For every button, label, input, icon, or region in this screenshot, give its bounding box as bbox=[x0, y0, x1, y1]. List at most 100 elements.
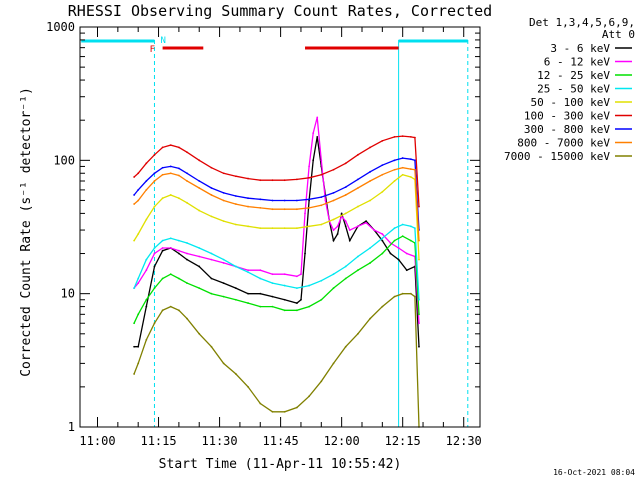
series-point bbox=[312, 132, 315, 135]
series-point bbox=[409, 176, 412, 178]
series-point bbox=[153, 287, 156, 290]
series-point bbox=[153, 172, 156, 175]
series-point bbox=[271, 295, 274, 298]
detectors-label: Det 1,3,4,5,6,9, bbox=[529, 16, 635, 29]
timestamp: 16-Oct-2021 08:04 bbox=[553, 468, 635, 477]
series-point bbox=[177, 146, 180, 149]
series-point bbox=[161, 197, 164, 200]
series-point bbox=[222, 362, 225, 365]
series-point bbox=[186, 151, 188, 154]
series-point bbox=[316, 116, 319, 119]
series-point bbox=[133, 345, 136, 348]
series-point bbox=[418, 298, 420, 301]
series-point bbox=[357, 153, 359, 156]
series-point bbox=[389, 252, 392, 255]
series-point bbox=[312, 159, 315, 162]
series-point bbox=[259, 269, 262, 272]
series-point bbox=[210, 215, 213, 218]
series-point bbox=[320, 159, 323, 162]
series-point bbox=[357, 255, 359, 258]
series-point bbox=[393, 295, 396, 298]
series-point bbox=[222, 199, 225, 202]
series-point bbox=[320, 196, 323, 198]
flare-flag-label: F bbox=[150, 45, 155, 55]
series-point bbox=[320, 380, 323, 383]
series-point bbox=[177, 174, 180, 177]
series-point bbox=[283, 284, 286, 287]
series-point bbox=[222, 295, 225, 298]
series-point bbox=[381, 233, 384, 235]
series-point bbox=[336, 233, 339, 235]
series-point bbox=[169, 144, 172, 147]
series-point bbox=[210, 345, 213, 348]
series-point bbox=[316, 135, 319, 138]
series-point bbox=[283, 309, 286, 312]
x-tick-label: 12:00 bbox=[324, 434, 360, 448]
legend-label: 6 - 12 keV bbox=[544, 56, 611, 69]
series-point bbox=[344, 162, 347, 165]
series-point bbox=[332, 168, 335, 171]
night-flag-label: N bbox=[160, 36, 165, 46]
series-point bbox=[133, 176, 136, 178]
series-point bbox=[198, 187, 201, 189]
series-point bbox=[247, 225, 249, 228]
series-point bbox=[308, 198, 310, 201]
series-point bbox=[137, 189, 140, 191]
series-point bbox=[198, 180, 201, 182]
series-point bbox=[271, 199, 274, 202]
series-point bbox=[145, 298, 148, 301]
series-point bbox=[340, 212, 343, 215]
series-line bbox=[133, 157, 420, 231]
series-point bbox=[393, 168, 396, 171]
series-point bbox=[145, 339, 148, 341]
series-point bbox=[401, 292, 404, 295]
series-point bbox=[145, 269, 148, 272]
series-point bbox=[393, 227, 396, 230]
series-point bbox=[177, 197, 180, 200]
series-point bbox=[145, 218, 148, 221]
series-point bbox=[153, 205, 156, 208]
series-point bbox=[283, 179, 286, 182]
series-point bbox=[133, 194, 136, 196]
series-point bbox=[295, 208, 298, 211]
series-point bbox=[401, 173, 404, 176]
series-point bbox=[295, 302, 298, 304]
series-point bbox=[397, 247, 400, 249]
series-point bbox=[234, 223, 237, 226]
series-point bbox=[161, 173, 164, 176]
series-point bbox=[247, 197, 249, 200]
series-point bbox=[137, 277, 140, 280]
series-point bbox=[169, 247, 172, 249]
series-point bbox=[393, 135, 396, 138]
series-point bbox=[259, 402, 262, 405]
x-tick-label: 12:30 bbox=[446, 434, 482, 448]
series-point bbox=[186, 282, 188, 285]
series-point bbox=[320, 204, 323, 207]
series-point bbox=[177, 239, 180, 242]
series-point bbox=[169, 237, 172, 240]
series-point bbox=[320, 279, 323, 282]
series-point bbox=[259, 198, 262, 201]
series-point bbox=[137, 233, 140, 235]
series-point bbox=[357, 178, 359, 181]
series-point bbox=[295, 287, 298, 290]
series-point bbox=[393, 180, 396, 182]
series-point bbox=[137, 199, 140, 202]
series-line bbox=[133, 117, 420, 324]
series-point bbox=[369, 146, 372, 149]
y-tick-label: 100 bbox=[53, 153, 75, 167]
series-point bbox=[336, 225, 339, 228]
series-point bbox=[401, 235, 404, 238]
series-point bbox=[418, 322, 420, 325]
series-point bbox=[348, 239, 351, 242]
series-point bbox=[295, 199, 298, 202]
x-tick-label: 12:15 bbox=[385, 434, 421, 448]
series-point bbox=[332, 229, 335, 231]
series-point bbox=[300, 273, 302, 276]
series-line bbox=[133, 235, 420, 324]
series-point bbox=[210, 166, 213, 169]
series-point bbox=[222, 220, 225, 223]
series-point bbox=[332, 218, 335, 221]
series-point bbox=[210, 277, 213, 280]
series-point bbox=[401, 166, 404, 169]
